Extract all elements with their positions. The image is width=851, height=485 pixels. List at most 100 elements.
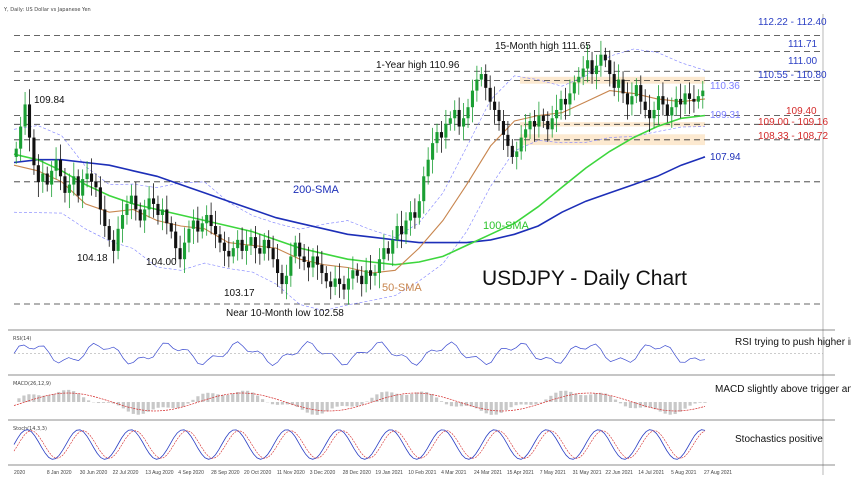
macd-bar (569, 391, 573, 402)
macd-bar (285, 402, 290, 405)
candle-body (63, 176, 67, 193)
sma100-value-label: 109.31 (710, 110, 741, 121)
macd-bar (57, 391, 61, 402)
macd-bar (106, 402, 111, 403)
candle-body (280, 273, 284, 285)
macd-bar (574, 393, 578, 402)
macd-bar (101, 402, 106, 403)
candle-body (156, 203, 160, 215)
candle-body (346, 278, 350, 290)
candle-body (506, 134, 510, 146)
candle-body (528, 121, 532, 130)
x-tick-label: 2020 (14, 470, 25, 476)
macd-bar (131, 402, 135, 414)
macd-bar (559, 390, 563, 402)
candle-body (209, 214, 213, 227)
candle-body (147, 198, 151, 210)
candle-body (444, 123, 448, 138)
x-tick-label: 7 May 2021 (540, 470, 566, 476)
candle-body (457, 109, 461, 127)
candle-body (577, 76, 581, 83)
macd-bar (554, 392, 558, 402)
macd-bar (22, 395, 26, 402)
candle-body (151, 198, 156, 204)
macd-bar (315, 402, 319, 415)
x-tick-label: 28 Dec 2020 (343, 470, 372, 476)
sma200-line (13, 156, 706, 244)
candle-body (76, 176, 80, 196)
candle-body (661, 96, 665, 105)
level-label-110-55: 110.55 - 110.80 (758, 70, 827, 81)
macd-bar (618, 402, 623, 404)
macd-bar (171, 402, 175, 409)
candle-body (85, 173, 89, 180)
macd-bar (494, 402, 498, 415)
candle-body (138, 209, 142, 221)
candle-body (639, 85, 643, 102)
macd-bar (564, 390, 568, 402)
macd-bar (360, 402, 364, 405)
candle-body (329, 281, 333, 287)
candle-body (103, 209, 107, 227)
candle-body (462, 118, 466, 127)
macd-bar (698, 402, 702, 403)
candle-body (262, 239, 266, 254)
macd-bar (420, 391, 424, 402)
macd-bar (683, 402, 687, 409)
candle-body (32, 137, 36, 166)
candle-body (431, 143, 435, 160)
rsi-panel (13, 341, 823, 367)
candle-body (258, 248, 262, 254)
annotation-103-17: 103.17 (224, 288, 255, 299)
candle-body (165, 209, 169, 224)
macd-bar (320, 402, 324, 414)
bollinger-lower (13, 126, 706, 312)
macd-bar (678, 402, 682, 412)
stoch-header: Stoch(14,3,3) (13, 426, 47, 432)
candle-body (200, 223, 204, 232)
candle-body (271, 248, 275, 260)
macd-bar (246, 390, 250, 402)
candle-body (125, 203, 129, 215)
candle-body (400, 226, 404, 235)
macd-bar (305, 402, 309, 413)
candle-body (510, 145, 514, 157)
candle-body (120, 214, 125, 229)
rsi-comment: RSI trying to push higher in bullish zon… (735, 337, 851, 348)
candle-body (72, 176, 76, 185)
candle-body (652, 109, 656, 119)
candle-body (54, 159, 58, 171)
macd-bar (151, 402, 155, 410)
candle-body (289, 256, 293, 276)
candle-body (687, 93, 692, 99)
candle-body (679, 98, 683, 105)
candle-body (665, 104, 669, 116)
macd-bar (141, 402, 145, 414)
macd-bar (380, 392, 384, 402)
macd-bar (429, 394, 434, 402)
macd-bar (504, 402, 508, 411)
macd-header: MACD(26,12,9) (13, 381, 51, 387)
candle-body (643, 101, 647, 110)
annotation-104-00: 104.00 (146, 257, 177, 268)
macd-bar (608, 395, 613, 402)
candle-body (625, 93, 630, 105)
candle-body (470, 90, 475, 108)
annotation-10-month-low: Near 10-Month low 102.58 (226, 308, 344, 319)
macd-bar (425, 392, 429, 402)
support-resistance-zone (520, 134, 705, 146)
candle-body (674, 98, 678, 108)
candle-body (519, 137, 523, 152)
macd-bar (345, 402, 349, 407)
candle-body (191, 220, 195, 229)
annotation-1-year-high: 1-Year high 110.96 (376, 60, 460, 71)
candle-body (218, 234, 222, 243)
candle-body (630, 96, 634, 105)
candle-body (129, 195, 133, 204)
candle-body (174, 231, 178, 249)
macd-bar (663, 402, 667, 414)
macd-bar (444, 402, 449, 405)
macd-bar (181, 402, 185, 407)
macd-bar (405, 394, 409, 402)
